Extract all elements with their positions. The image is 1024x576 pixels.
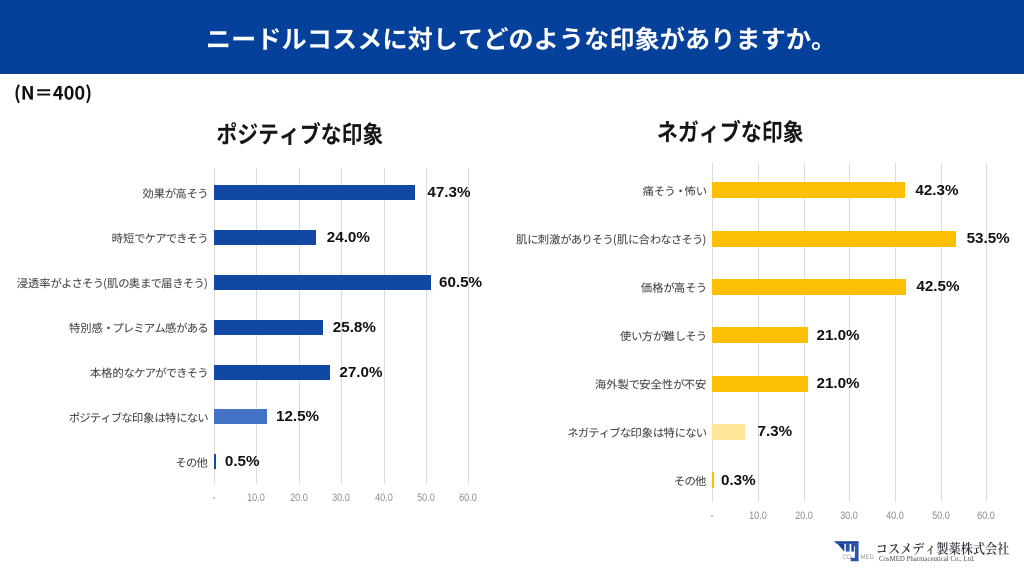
svg-text:CO: CO bbox=[843, 555, 852, 561]
svg-text:MED: MED bbox=[861, 555, 875, 561]
